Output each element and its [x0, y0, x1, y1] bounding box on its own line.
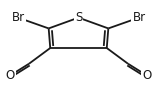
Text: Br: Br — [11, 11, 25, 24]
Text: Br: Br — [132, 11, 146, 24]
Text: S: S — [75, 11, 82, 24]
Text: O: O — [142, 69, 151, 82]
Text: O: O — [6, 69, 15, 82]
